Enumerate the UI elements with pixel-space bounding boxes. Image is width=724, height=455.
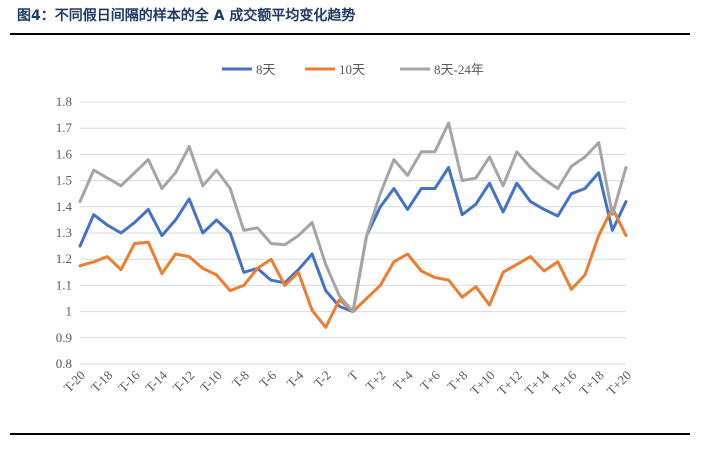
y-tick-label: 1.1 (56, 277, 72, 292)
x-tick-label: T+6 (417, 367, 443, 393)
y-axis-ticks: 0.8 0.9 1 1.1 1.2 1.3 1.4 1.5 1.6 1.7 1.8 (56, 94, 73, 371)
x-tick-label: T+20 (604, 368, 635, 399)
x-tick-label: T+2 (362, 368, 388, 394)
x-tick-label: T+18 (576, 368, 607, 399)
series-line-8天-24年 (78, 121, 628, 314)
y-tick-label: 1.8 (56, 94, 72, 109)
series-lines (78, 121, 628, 329)
x-tick-label: T+4 (390, 367, 416, 393)
x-tick-label: T-10 (197, 368, 225, 396)
x-tick-label: T+10 (467, 368, 498, 399)
y-tick-label: 1 (66, 304, 73, 319)
y-tick-label: 0.9 (56, 330, 72, 345)
y-tick-label: 0.8 (56, 356, 72, 371)
x-tick-label: T+16 (549, 367, 580, 398)
x-tick-label: T-16 (115, 367, 143, 395)
figure-title: 图4：不同假日间隔的样本的全 A 成交额平均变化趋势 (17, 8, 356, 24)
legend-label: 8天-24年 (434, 62, 484, 77)
legend-label: 8天 (256, 62, 276, 77)
x-tick-label: T+14 (522, 367, 553, 398)
y-tick-label: 1.3 (56, 225, 72, 240)
x-tick-label: T-4 (283, 367, 306, 390)
x-tick-label: T-2 (311, 368, 334, 391)
x-tick-label: T (345, 367, 361, 383)
y-tick-label: 1.4 (56, 199, 73, 214)
x-tick-label: T+12 (494, 368, 525, 399)
y-tick-label: 1.6 (56, 146, 73, 161)
x-tick-label: T-8 (229, 368, 252, 391)
x-tick-label: T-20 (60, 368, 88, 396)
y-tick-label: 1.7 (56, 120, 73, 135)
bottom-rule (10, 433, 690, 435)
x-axis-ticks: T-20 T-18 T-16 T-14 T-12 T-10 T-8 T-6 T-4 T-2 T T+2… (60, 367, 634, 398)
x-tick-label: T+8 (444, 368, 470, 394)
x-tick-label: T-12 (170, 368, 198, 396)
y-tick-label: 1.2 (56, 251, 72, 266)
x-tick-label: T-14 (142, 367, 170, 395)
legend: 8天 10天 8天-24年 (222, 62, 484, 77)
top-rule (10, 33, 690, 35)
y-tick-label: 1.5 (56, 173, 72, 188)
legend-label: 10天 (339, 62, 365, 77)
x-tick-label: T-18 (88, 368, 116, 396)
x-tick-label: T-6 (256, 367, 279, 390)
